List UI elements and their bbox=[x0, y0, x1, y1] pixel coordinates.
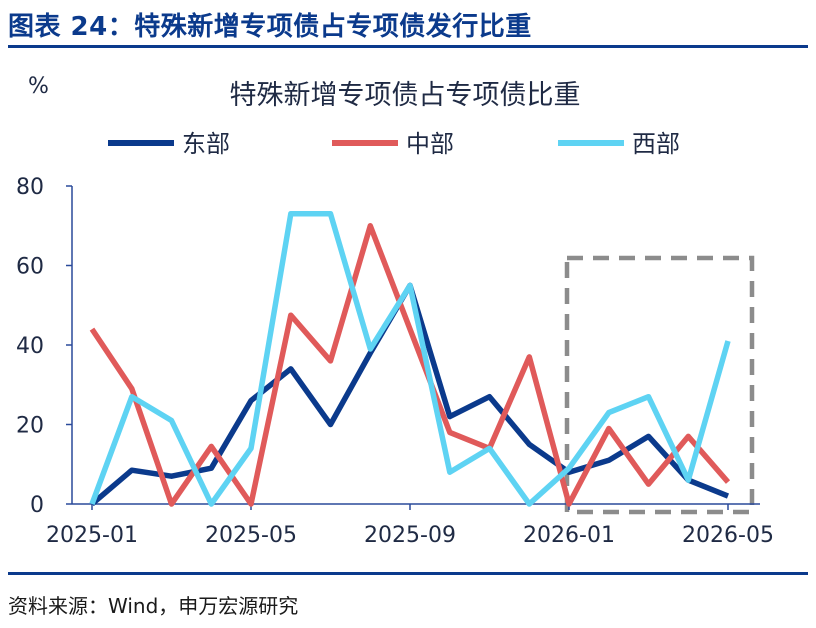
y-tick-label: 40 bbox=[16, 334, 44, 359]
y-tick-label: 0 bbox=[30, 493, 44, 518]
x-tick-label: 2025-09 bbox=[364, 523, 456, 548]
legend: 东部 中部 西部 bbox=[108, 130, 680, 158]
figure-title: 图表 24：特殊新增专项债占专项债发行比重 bbox=[8, 12, 532, 42]
legend-label: 东部 bbox=[182, 130, 230, 158]
chart-title: 特殊新增专项债占专项债比重 bbox=[230, 80, 581, 111]
series-lines bbox=[89, 211, 731, 507]
y-tick-label: 80 bbox=[16, 175, 44, 200]
x-tick-label: 2025-05 bbox=[205, 523, 297, 548]
x-tick-label: 2026-01 bbox=[523, 523, 615, 548]
x-tick-label: 2026-05 bbox=[682, 523, 774, 548]
y-tick-label: 60 bbox=[16, 255, 44, 280]
legend-label: 中部 bbox=[406, 130, 454, 158]
axes: 0 20 40 60 80 2025-01 2025-05 2025-09 2026-01 202… bbox=[16, 175, 774, 548]
series-line-1 bbox=[89, 223, 731, 507]
highlight-dashed-rect bbox=[564, 255, 755, 515]
series-line-2 bbox=[89, 211, 731, 507]
x-tick-label: 2025-01 bbox=[46, 523, 138, 548]
legend-label: 西部 bbox=[632, 130, 680, 158]
bottom-divider bbox=[8, 572, 808, 575]
top-divider bbox=[8, 45, 808, 48]
line-chart: % 特殊新增专项债占专项债比重 东部 中部 西部 0 20 40 60 80 2025-01 2… bbox=[16, 74, 774, 548]
source-note: 资料来源：Wind，申万宏源研究 bbox=[8, 594, 299, 618]
highlight-box bbox=[564, 255, 755, 515]
series-line-0 bbox=[90, 282, 730, 507]
y-axis-unit: % bbox=[28, 74, 49, 99]
y-tick-label: 20 bbox=[16, 414, 44, 439]
